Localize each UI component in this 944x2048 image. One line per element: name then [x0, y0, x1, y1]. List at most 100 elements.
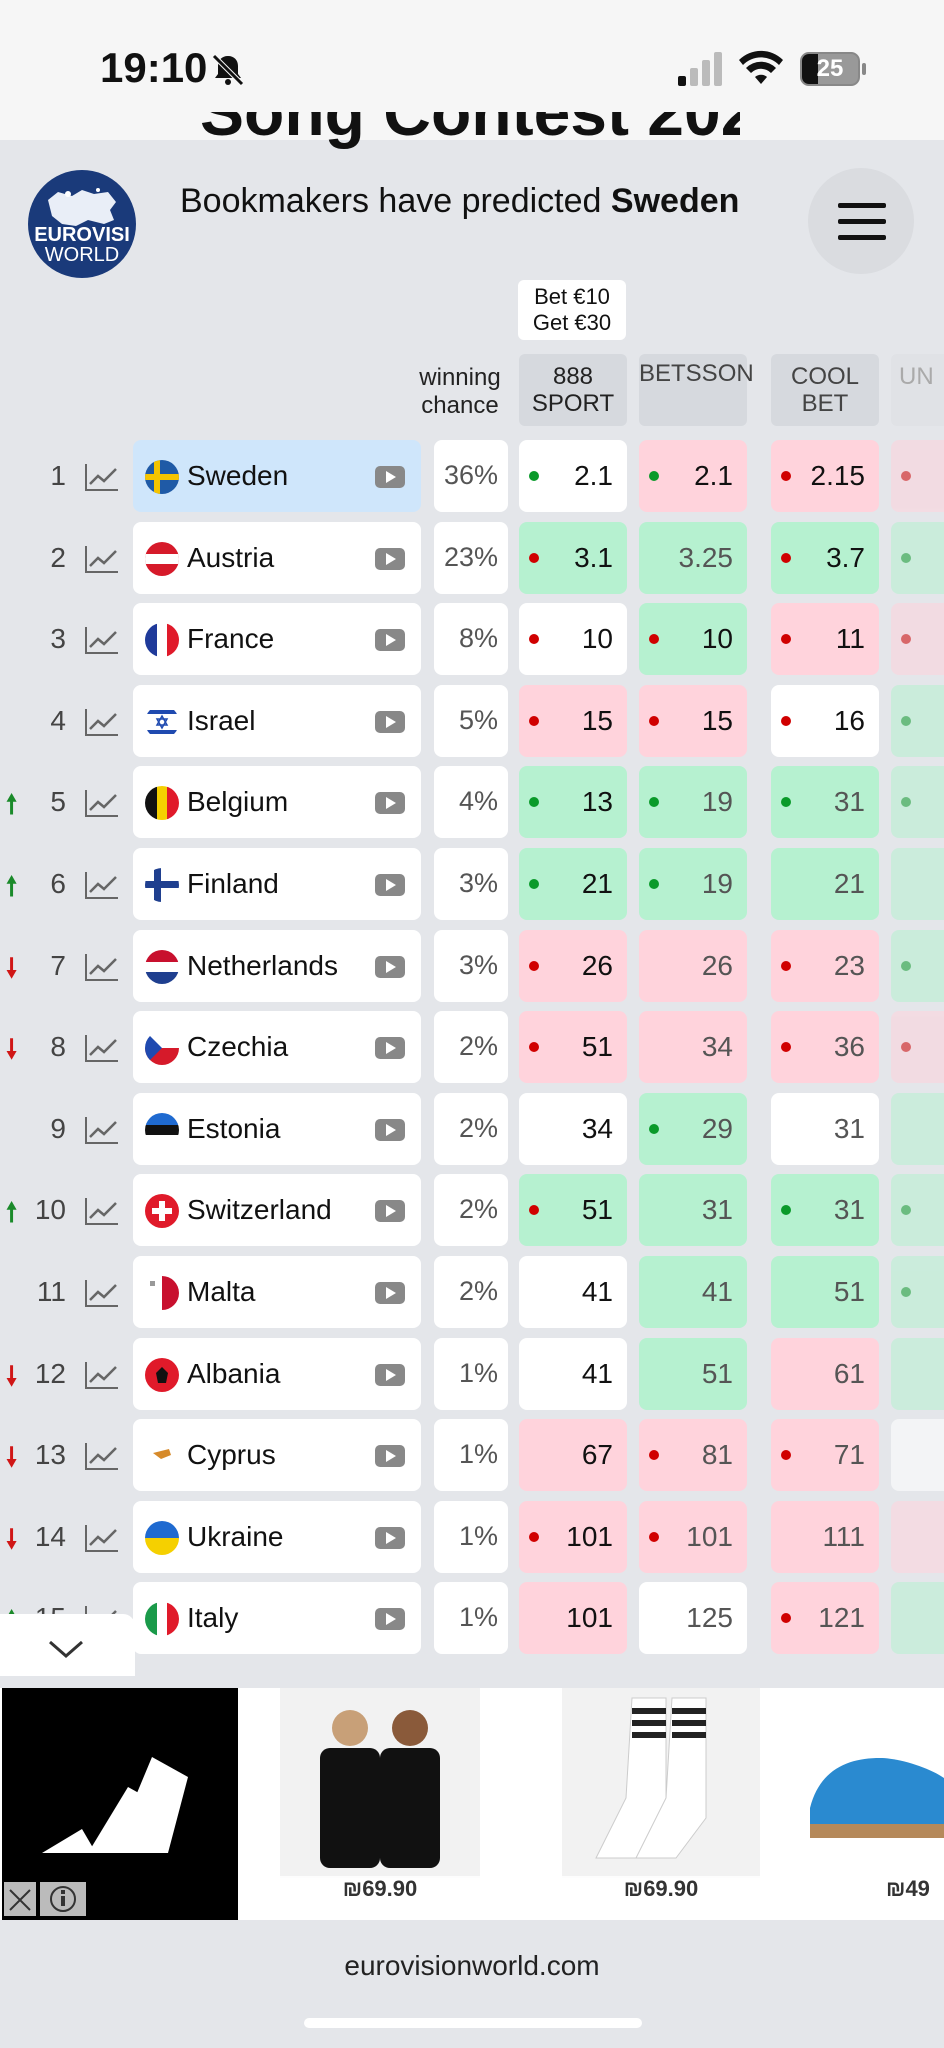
- odds-cell[interactable]: 36: [771, 1011, 879, 1084]
- odds-cell[interactable]: 15: [519, 684, 627, 757]
- odds-cell[interactable]: 15: [639, 684, 747, 757]
- trend-chart-icon[interactable]: [84, 952, 120, 982]
- odds-cell[interactable]: 3.7: [771, 521, 879, 594]
- odds-cell-partial[interactable]: [891, 1337, 944, 1410]
- odds-cell-partial[interactable]: [891, 440, 944, 512]
- ad-product-socks[interactable]: ₪69.90: [562, 1688, 760, 1920]
- play-video-icon[interactable]: [375, 1037, 405, 1060]
- odds-cell[interactable]: 51: [519, 1174, 627, 1247]
- play-video-icon[interactable]: [375, 792, 405, 815]
- odds-cell[interactable]: 19: [639, 848, 747, 920]
- hamburger-menu-button[interactable]: [808, 168, 914, 274]
- odds-cell[interactable]: 21: [519, 848, 627, 920]
- odds-cell-partial[interactable]: [891, 603, 944, 676]
- odds-cell[interactable]: 2.15: [771, 440, 879, 512]
- collapse-ad-button[interactable]: [0, 1614, 135, 1676]
- country-belgium[interactable]: Belgium: [133, 766, 421, 839]
- odds-cell-partial[interactable]: [891, 929, 944, 1002]
- home-indicator[interactable]: [304, 2018, 642, 2028]
- odds-cell-partial[interactable]: [891, 766, 944, 839]
- bookmaker-888sport-header[interactable]: 888 SPORT: [519, 354, 627, 426]
- country-czechia[interactable]: Czechia: [133, 1011, 421, 1084]
- odds-cell[interactable]: 61: [771, 1337, 879, 1410]
- trend-chart-icon[interactable]: [84, 707, 120, 737]
- bet-promo-badge[interactable]: Bet €10 Get €30: [518, 280, 626, 340]
- odds-cell[interactable]: 41: [639, 1256, 747, 1328]
- play-video-icon[interactable]: [375, 547, 405, 570]
- advertisement-banner[interactable]: ₪69.90 ₪69.90 ₪49: [0, 1688, 944, 1920]
- ad-info-icon[interactable]: [40, 1882, 86, 1916]
- odds-cell-partial[interactable]: [891, 1011, 944, 1084]
- odds-cell[interactable]: 10: [639, 603, 747, 676]
- site-url[interactable]: eurovisionworld.com: [344, 1950, 600, 1981]
- odds-cell[interactable]: 10: [519, 603, 627, 676]
- play-video-icon[interactable]: [375, 1608, 405, 1631]
- trend-chart-icon[interactable]: [84, 1441, 120, 1471]
- odds-cell-partial[interactable]: [891, 684, 944, 757]
- odds-cell[interactable]: 21: [771, 848, 879, 920]
- trend-chart-icon[interactable]: [84, 1278, 120, 1308]
- country-sweden[interactable]: Sweden: [133, 440, 421, 512]
- country-estonia[interactable]: Estonia: [133, 1092, 421, 1165]
- odds-cell-partial[interactable]: [891, 521, 944, 594]
- odds-cell[interactable]: 34: [639, 1011, 747, 1084]
- ad-product-shoe[interactable]: ₪49: [806, 1688, 944, 1920]
- odds-cell[interactable]: 2.1: [639, 440, 747, 512]
- play-video-icon[interactable]: [375, 1282, 405, 1304]
- bookmaker-betsson-header[interactable]: BETSSON: [639, 354, 754, 426]
- odds-cell[interactable]: 26: [519, 929, 627, 1002]
- odds-cell[interactable]: 16: [771, 684, 879, 757]
- odds-cell[interactable]: 19: [639, 766, 747, 839]
- odds-cell[interactable]: 41: [519, 1337, 627, 1410]
- trend-chart-icon[interactable]: [84, 544, 120, 574]
- country-netherlands[interactable]: Netherlands: [133, 929, 421, 1002]
- trend-chart-icon[interactable]: [84, 1033, 120, 1063]
- trend-chart-icon[interactable]: [84, 870, 120, 900]
- play-video-icon[interactable]: [375, 710, 405, 733]
- odds-cell[interactable]: 51: [639, 1337, 747, 1410]
- odds-cell[interactable]: 111: [771, 1500, 879, 1573]
- odds-cell[interactable]: 13: [519, 766, 627, 839]
- odds-cell-partial[interactable]: [891, 1256, 944, 1328]
- odds-cell-partial[interactable]: [891, 1092, 944, 1165]
- trend-chart-icon[interactable]: [84, 1115, 120, 1145]
- ad-close-icon[interactable]: [4, 1882, 36, 1916]
- odds-cell[interactable]: 81: [639, 1419, 747, 1492]
- odds-cell[interactable]: 31: [639, 1174, 747, 1247]
- country-albania[interactable]: Albania: [133, 1337, 421, 1410]
- eurovisionworld-logo[interactable]: EUROVISI WORLD: [28, 170, 136, 278]
- country-israel[interactable]: Israel: [133, 684, 421, 757]
- trend-chart-icon[interactable]: [84, 462, 120, 492]
- odds-cell[interactable]: 31: [771, 1174, 879, 1247]
- odds-cell[interactable]: 3.25: [639, 521, 747, 594]
- odds-cell[interactable]: 67: [519, 1419, 627, 1492]
- play-video-icon[interactable]: [375, 1526, 405, 1549]
- trend-chart-icon[interactable]: [84, 625, 120, 655]
- trend-chart-icon[interactable]: [84, 1196, 120, 1226]
- odds-cell[interactable]: 71: [771, 1419, 879, 1492]
- country-finland[interactable]: Finland: [133, 848, 421, 920]
- play-video-icon[interactable]: [375, 1363, 405, 1386]
- odds-cell-partial[interactable]: [891, 1582, 944, 1655]
- country-france[interactable]: France: [133, 603, 421, 676]
- odds-cell[interactable]: 101: [519, 1582, 627, 1655]
- odds-cell[interactable]: 121: [771, 1582, 879, 1655]
- odds-cell[interactable]: 125: [639, 1582, 747, 1655]
- odds-cell[interactable]: 31: [771, 766, 879, 839]
- play-video-icon[interactable]: [375, 466, 405, 488]
- country-malta[interactable]: Malta: [133, 1256, 421, 1328]
- odds-cell[interactable]: 2.1: [519, 440, 627, 512]
- odds-cell-partial[interactable]: [891, 1419, 944, 1492]
- odds-cell[interactable]: 26: [639, 929, 747, 1002]
- ad-product-tshirt[interactable]: ₪69.90: [280, 1688, 480, 1920]
- trend-chart-icon[interactable]: [84, 1523, 120, 1553]
- odds-cell-partial[interactable]: [891, 1174, 944, 1247]
- bookmaker-coolbet-header[interactable]: COOL BET: [771, 354, 879, 426]
- odds-cell[interactable]: 31: [771, 1092, 879, 1165]
- odds-cell-partial[interactable]: [891, 1500, 944, 1573]
- odds-cell[interactable]: 11: [771, 603, 879, 676]
- odds-cell[interactable]: 101: [519, 1500, 627, 1573]
- odds-cell[interactable]: 3.1: [519, 521, 627, 594]
- odds-cell[interactable]: 101: [639, 1500, 747, 1573]
- bookmaker-unibet-header[interactable]: UN: [891, 354, 944, 426]
